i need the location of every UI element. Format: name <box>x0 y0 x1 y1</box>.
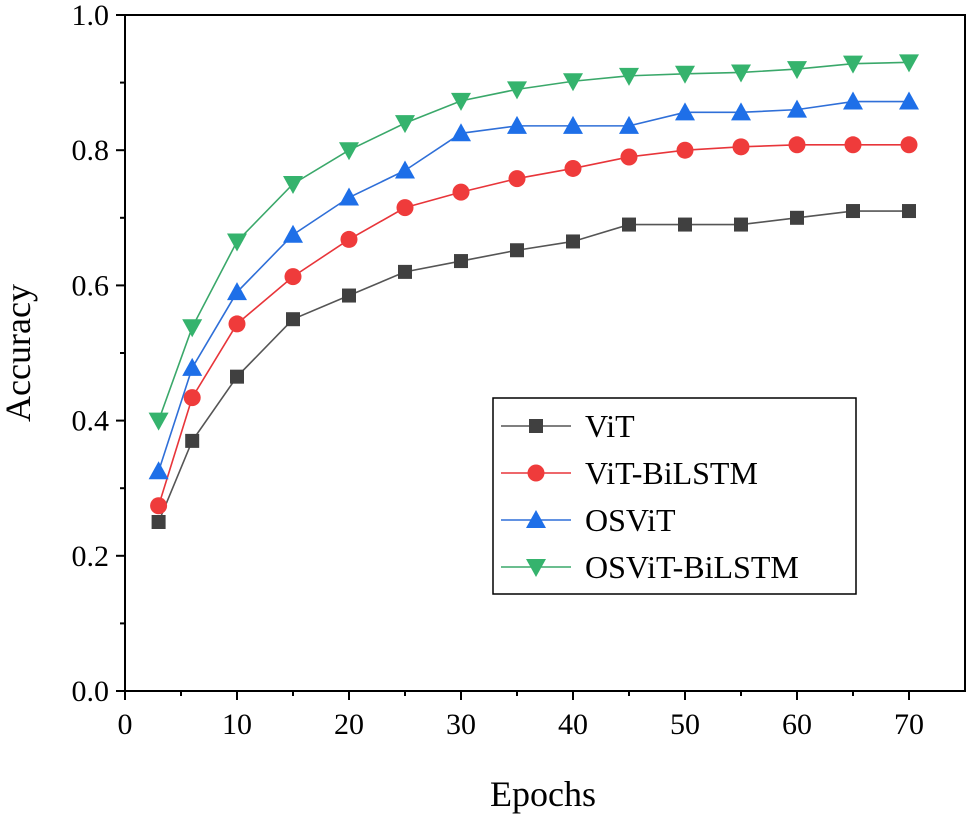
legend-box <box>492 397 857 595</box>
data-point-osvit <box>675 102 695 121</box>
data-point-osvit <box>507 115 527 134</box>
data-point-vit <box>151 515 166 529</box>
data-point-vit <box>286 312 300 327</box>
y-tick-label: 0.2 <box>72 540 110 573</box>
data-point-osvit-bilstm <box>787 61 807 80</box>
data-point-vit <box>510 243 524 258</box>
data-point-vit <box>342 288 356 303</box>
data-point-osvit <box>563 115 583 134</box>
data-point-vit-bilstm <box>340 230 358 248</box>
data-point-osvit-bilstm <box>283 176 303 194</box>
data-point-osvit <box>182 357 203 376</box>
y-axis-title: Accuracy <box>0 284 38 422</box>
data-point-osvit-bilstm <box>395 115 415 134</box>
data-point-osvit-bilstm <box>731 64 751 83</box>
data-point-vit <box>734 217 748 232</box>
data-point-vit-bilstm <box>900 136 918 154</box>
data-point-osvit-bilstm <box>451 92 471 111</box>
data-point-osvit <box>339 187 359 206</box>
data-point-osvit <box>148 461 169 480</box>
x-tick-label: 40 <box>558 708 588 741</box>
data-point-vit-bilstm <box>396 199 414 217</box>
x-tick-label: 30 <box>446 708 476 741</box>
y-tick-label: 0.6 <box>72 269 110 302</box>
data-point-vit <box>902 204 916 219</box>
x-tick-label: 10 <box>222 708 252 741</box>
data-point-vit <box>566 234 580 249</box>
legend-label-osvit-bilstm: OSViT-BiLSTM <box>585 549 799 585</box>
data-point-osvit-bilstm <box>563 73 583 92</box>
data-point-vit-bilstm <box>564 159 582 177</box>
data-point-vit-bilstm <box>284 268 302 286</box>
data-point-vit-bilstm <box>620 148 638 166</box>
data-point-vit <box>185 433 200 448</box>
data-point-vit <box>230 369 244 384</box>
data-point-osvit <box>731 102 751 121</box>
data-point-vit-bilstm <box>183 389 201 407</box>
data-point-vit <box>790 210 804 225</box>
axes: 0 10 20 30 40 50 60 70 0.0 0.2 0.4 0.6 0.8 1.0 <box>72 0 966 741</box>
data-point-osvit-bilstm <box>339 142 359 161</box>
series-osvit-bilstm <box>148 54 919 431</box>
legend-label-vit-bilstm: ViT-BiLSTM <box>585 455 758 491</box>
data-point-osvit-bilstm <box>899 54 919 73</box>
data-point-osvit <box>395 160 415 179</box>
legend-marker-vit <box>529 419 543 433</box>
data-point-osvit <box>619 115 639 134</box>
data-point-osvit <box>227 282 247 301</box>
data-point-vit-bilstm <box>508 170 526 188</box>
data-point-osvit <box>451 123 471 142</box>
data-point-osvit <box>843 91 863 110</box>
data-point-osvit-bilstm <box>843 55 863 74</box>
data-point-osvit-bilstm <box>148 412 169 431</box>
data-point-vit-bilstm <box>452 183 470 201</box>
x-axis-title: Epochs <box>490 774 596 814</box>
data-point-vit-bilstm <box>788 136 806 154</box>
data-point-vit <box>678 217 692 232</box>
legend-label-osvit: OSViT <box>585 502 676 538</box>
series-vit <box>151 204 916 529</box>
y-tick-label: 1.0 <box>72 0 110 32</box>
data-point-vit-bilstm <box>228 315 246 333</box>
x-tick-label: 50 <box>670 708 700 741</box>
legend-marker-osvit-bilstm <box>526 559 546 577</box>
data-point-osvit-bilstm <box>619 67 639 86</box>
data-point-osvit-bilstm <box>227 233 247 252</box>
y-tick-label: 0.4 <box>72 405 110 438</box>
data-point-vit-bilstm <box>844 136 862 154</box>
data-point-vit <box>454 254 468 269</box>
legend-marker-osvit <box>526 510 546 528</box>
x-tick-label: 0 <box>118 708 133 741</box>
data-point-vit <box>398 264 412 279</box>
y-tick-label: 0.8 <box>72 134 110 167</box>
data-point-osvit <box>283 224 303 243</box>
data-point-vit-bilstm <box>676 141 694 159</box>
x-tick-label: 60 <box>782 708 812 741</box>
data-point-osvit-bilstm <box>182 319 203 338</box>
plot-area <box>148 54 919 529</box>
series-osvit <box>148 91 919 480</box>
legend-label-vit: ViT <box>585 408 635 444</box>
data-point-vit <box>846 204 860 219</box>
data-point-vit <box>622 217 636 232</box>
data-point-osvit <box>787 99 807 118</box>
data-point-osvit <box>899 91 919 110</box>
series-vit-bilstm <box>150 136 918 515</box>
x-tick-label: 70 <box>894 708 924 741</box>
legend-marker-vit-bilstm <box>527 464 545 482</box>
data-point-vit-bilstm <box>732 138 750 156</box>
x-tick-label: 20 <box>334 708 364 741</box>
data-point-osvit-bilstm <box>675 65 695 84</box>
legend: ViT ViT-BiLSTM OSViT OSViT-BiLSTM <box>492 397 857 595</box>
data-point-osvit-bilstm <box>507 81 527 100</box>
data-point-vit-bilstm <box>150 497 168 515</box>
y-tick-label: 0.0 <box>72 675 110 708</box>
